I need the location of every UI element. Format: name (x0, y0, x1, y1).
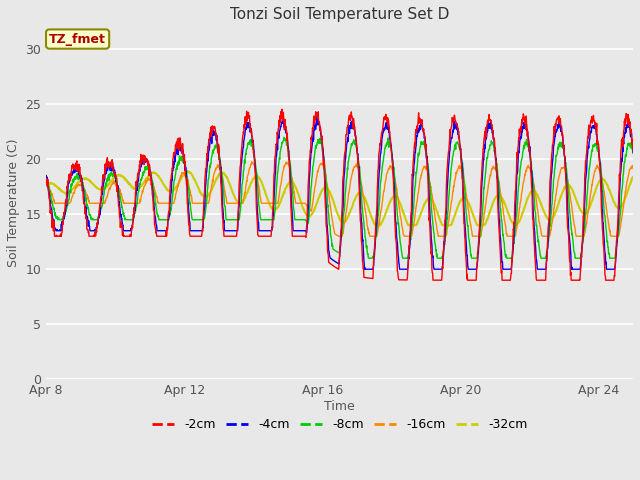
Title: Tonzi Soil Temperature Set D: Tonzi Soil Temperature Set D (230, 7, 449, 22)
X-axis label: Time: Time (324, 400, 355, 413)
Legend: -2cm, -4cm, -8cm, -16cm, -32cm: -2cm, -4cm, -8cm, -16cm, -32cm (147, 413, 532, 436)
Y-axis label: Soil Temperature (C): Soil Temperature (C) (7, 139, 20, 267)
Text: TZ_fmet: TZ_fmet (49, 33, 106, 46)
